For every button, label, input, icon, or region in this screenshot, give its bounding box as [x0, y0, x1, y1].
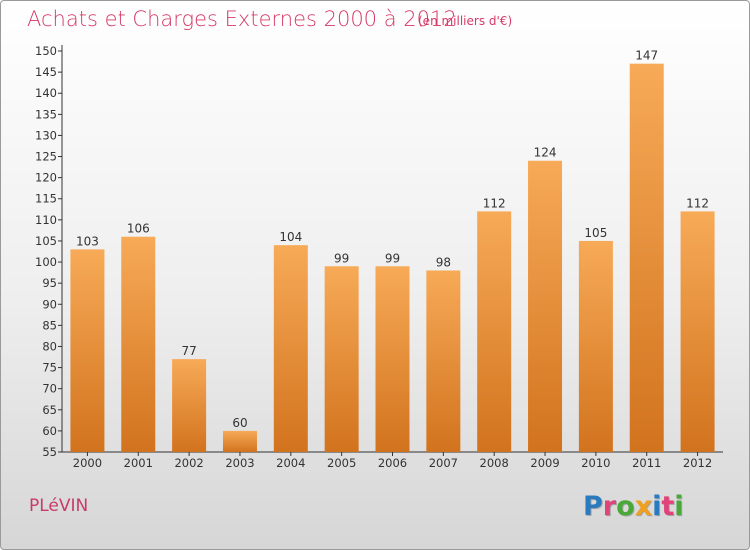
- bar-2006: [375, 266, 410, 452]
- bar-2001: [121, 236, 156, 452]
- data-label: 99: [385, 251, 400, 265]
- x-tick-label: 2012: [683, 456, 712, 470]
- y-tick-label: 105: [35, 234, 57, 248]
- y-tick-label: 55: [42, 445, 57, 459]
- y-tick-label: 115: [35, 192, 57, 206]
- chart-title: Achats et Charges Externes 2000 à 2012: [27, 7, 457, 31]
- y-tick-label: 130: [35, 128, 57, 142]
- y-tick-label: 125: [35, 150, 57, 164]
- data-label: 112: [483, 196, 506, 210]
- x-tick-label: 2007: [429, 456, 458, 470]
- data-label: 98: [436, 255, 451, 269]
- logo-letter: x: [634, 491, 653, 522]
- chart-subtitle: (en milliers d'€): [418, 14, 513, 28]
- y-tick-label: 85: [42, 318, 57, 332]
- data-label: 105: [584, 226, 607, 240]
- data-label: 104: [279, 230, 302, 244]
- proxiti-logo: Proxiti: [583, 491, 684, 522]
- bar-2000: [70, 249, 105, 452]
- bar-2011: [629, 63, 664, 453]
- x-tick-label: 2010: [581, 456, 610, 470]
- logo-letter: i: [652, 491, 662, 522]
- x-tick-label: 2011: [632, 456, 661, 470]
- y-tick-label: 150: [35, 44, 57, 58]
- data-label: 99: [334, 251, 349, 265]
- data-label: 106: [127, 222, 150, 236]
- data-label: 147: [635, 49, 658, 63]
- y-tick-label: 80: [42, 339, 57, 353]
- y-tick-label: 140: [35, 86, 57, 100]
- data-label: 124: [534, 146, 557, 160]
- bar-2010: [578, 240, 613, 452]
- bar-2012: [680, 211, 715, 452]
- bar-2003: [222, 430, 257, 452]
- x-tick-label: 2002: [174, 456, 203, 470]
- data-label: 77: [181, 344, 196, 358]
- y-tick-label: 75: [42, 361, 57, 375]
- location-label: PLéVIN: [29, 496, 89, 516]
- bar-2004: [273, 245, 308, 452]
- bar-2008: [477, 211, 512, 452]
- logo-letter: t: [661, 491, 675, 522]
- y-tick-label: 120: [35, 171, 57, 185]
- logo-letter: i: [674, 491, 684, 522]
- y-tick-label: 65: [42, 403, 57, 417]
- data-label: 60: [232, 416, 247, 430]
- logo-letter: P: [583, 491, 603, 522]
- x-tick-label: 2009: [530, 456, 559, 470]
- y-tick-label: 100: [35, 255, 57, 269]
- x-tick-label: 2005: [327, 456, 356, 470]
- data-label: 112: [686, 196, 709, 210]
- y-tick-label: 60: [42, 424, 57, 438]
- x-tick-label: 2008: [480, 456, 509, 470]
- y-tick-label: 145: [35, 65, 57, 79]
- logo-letter: o: [616, 491, 635, 522]
- y-tick-label: 110: [35, 213, 57, 227]
- x-tick-label: 2006: [378, 456, 407, 470]
- data-label: 103: [76, 234, 99, 248]
- bar-2007: [426, 270, 461, 452]
- y-tick-label: 95: [42, 276, 57, 290]
- logo-letter: r: [602, 491, 617, 522]
- y-tick-label: 90: [42, 297, 57, 311]
- bar-2009: [528, 160, 563, 452]
- y-tick-label: 70: [42, 382, 57, 396]
- bar-2002: [172, 359, 207, 452]
- x-tick-label: 2000: [73, 456, 102, 470]
- bar-2005: [324, 266, 359, 452]
- x-tick-label: 2001: [124, 456, 153, 470]
- x-tick-label: 2004: [276, 456, 305, 470]
- y-tick-label: 135: [35, 107, 57, 121]
- x-tick-label: 2003: [225, 456, 254, 470]
